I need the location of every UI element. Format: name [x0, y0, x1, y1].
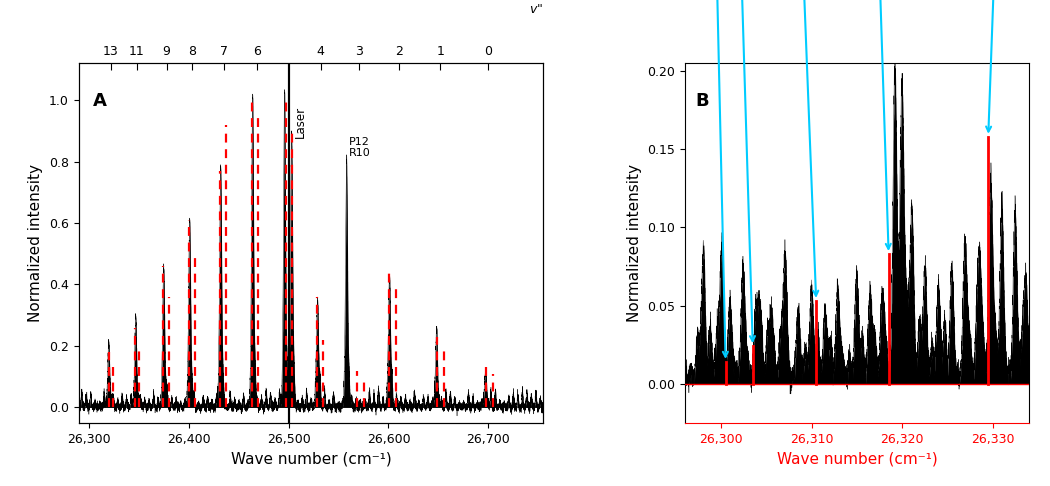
Text: ν’’ = 13: ν’’ = 13	[976, 0, 1031, 132]
Y-axis label: Normalized intensity: Normalized intensity	[28, 164, 43, 322]
Text: ν’’ = 15: ν’’ = 15	[771, 0, 825, 296]
Text: P12
R10: P12 R10	[349, 137, 371, 158]
Text: ν’’ = 17: ν’’ = 17	[689, 0, 744, 357]
Y-axis label: Normalized intensity: Normalized intensity	[627, 164, 642, 322]
Text: Laser: Laser	[294, 106, 307, 139]
Text: ν’’ = 14: ν’’ = 14	[846, 0, 901, 249]
Text: ν’’ = 16: ν’’ = 16	[712, 0, 766, 341]
X-axis label: Wave number (cm⁻¹): Wave number (cm⁻¹)	[231, 451, 392, 466]
X-axis label: Wave number (cm⁻¹): Wave number (cm⁻¹)	[777, 451, 938, 466]
Text: A: A	[92, 92, 106, 110]
Text: $v$": $v$"	[529, 3, 543, 17]
Text: B: B	[695, 92, 709, 110]
